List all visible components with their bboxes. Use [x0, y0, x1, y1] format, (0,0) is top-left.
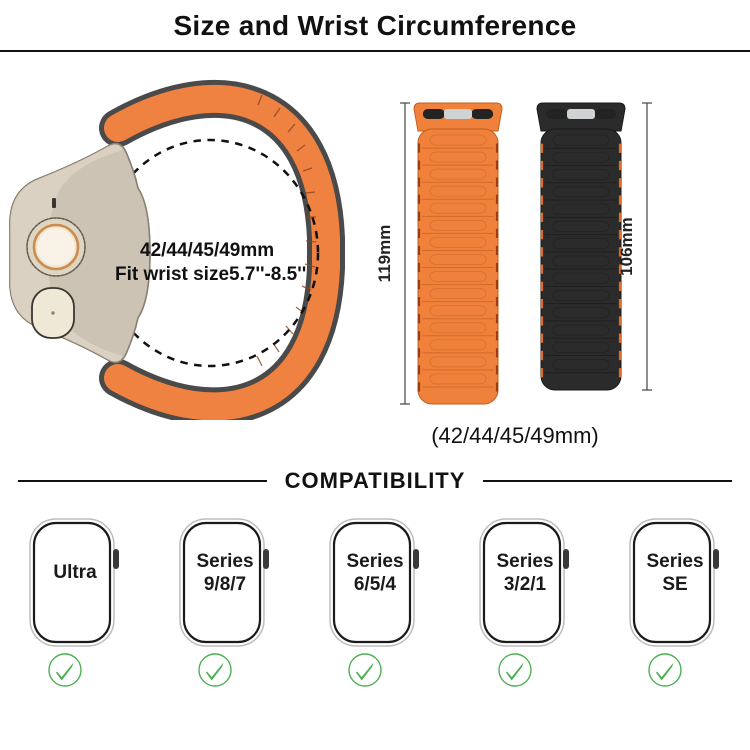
svg-text:Fit wrist size5.7''-8.5'': Fit wrist size5.7''-8.5'' — [115, 264, 306, 285]
svg-text:42/44/45/49mm: 42/44/45/49mm — [140, 240, 274, 261]
svg-text:106mm: 106mm — [617, 217, 636, 276]
svg-text:119mm: 119mm — [375, 225, 394, 283]
